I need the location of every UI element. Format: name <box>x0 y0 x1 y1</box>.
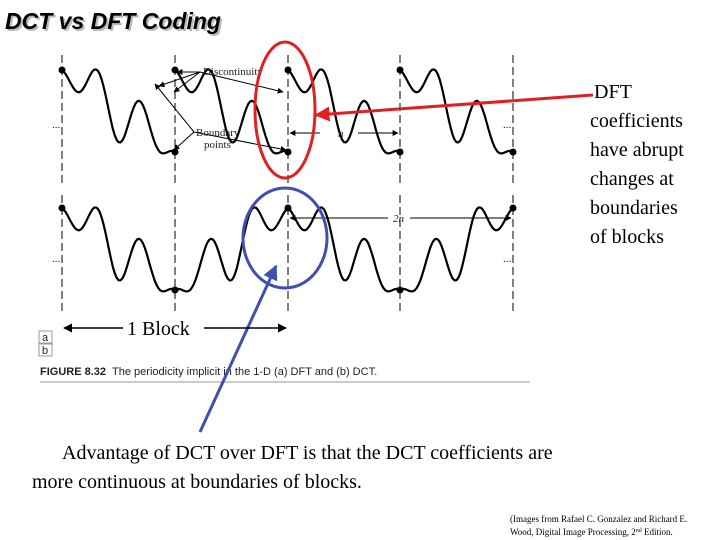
label-discontinuity: Discontinuity <box>203 66 263 78</box>
waveform <box>61 206 514 293</box>
citation-part: Edition. <box>642 527 673 537</box>
arrow <box>173 71 201 93</box>
label-n: n <box>338 128 344 140</box>
arrow <box>193 131 287 152</box>
arrow <box>173 131 195 151</box>
blue-arrow <box>198 264 278 433</box>
citation-part: Wood, Digital Image Processing, 2 <box>510 527 636 537</box>
label-boundary: Boundary <box>196 127 240 139</box>
ellipsis: ... <box>52 253 61 265</box>
caption-number: FIGURE 8.32 <box>40 366 106 378</box>
boundary-point <box>509 204 517 212</box>
label-boundary: points <box>204 139 231 151</box>
arrow <box>199 71 284 94</box>
boundary-point <box>58 204 66 212</box>
callout-line: DFT <box>594 81 632 103</box>
callout: DFT coefficients have abrupt changes at … <box>590 81 689 248</box>
ellipsis: ... <box>52 119 61 131</box>
arrow <box>154 83 195 133</box>
body-text: more continuous at boundaries of blocks. <box>32 471 362 493</box>
boundary-point <box>396 148 404 156</box>
boundary-point <box>396 66 404 74</box>
citation-sup: nd <box>636 528 642 534</box>
label-2n: 2n <box>393 213 405 225</box>
panel-box <box>38 330 53 344</box>
boundary-point <box>396 286 404 294</box>
callout-line: have abrupt <box>590 139 684 161</box>
waveform <box>61 68 514 155</box>
ellipsis: ... <box>503 253 512 265</box>
figure <box>58 55 517 315</box>
callout-line: changes at <box>590 168 674 190</box>
citation: (Images from Rafael C. Gonzalez and Rich… <box>510 514 687 524</box>
title-shadow: DCT vs DFT Coding <box>7 10 223 36</box>
boundary-point <box>171 286 179 294</box>
boundary-point <box>284 204 292 212</box>
callout-line: coefficients <box>590 110 683 132</box>
boundary-point <box>58 66 66 74</box>
boundary-point <box>284 66 292 74</box>
red-circle <box>253 40 317 180</box>
panel-box <box>38 343 53 357</box>
callout-line: of blocks <box>590 226 664 248</box>
title: DCT vs DFT Coding <box>5 8 221 34</box>
figure-caption: FIGURE 8.32 The periodicity implicit in t… <box>40 366 377 378</box>
blue-circle <box>241 186 329 290</box>
citation: Wood, Digital Image Processing, 2nd Edit… <box>510 527 673 537</box>
body-text: Advantage of DCT over DFT is that the DC… <box>62 442 553 464</box>
ellipsis: ... <box>503 119 512 131</box>
panel-a: a <box>42 332 49 344</box>
panel-b: b <box>42 345 48 357</box>
block-label: 1 Block <box>127 318 190 340</box>
callout-line: boundaries <box>590 197 678 219</box>
boundary-point <box>509 148 517 156</box>
caption-text: The periodicity implicit in the 1-D (a) … <box>112 366 377 378</box>
arrow <box>158 71 201 88</box>
red-arrow <box>314 93 594 122</box>
